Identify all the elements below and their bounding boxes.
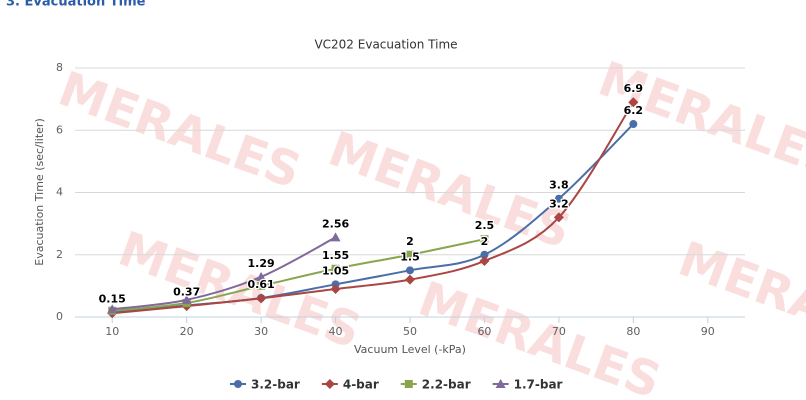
x-tick-label: 20 (180, 325, 194, 338)
marker (479, 255, 490, 266)
marker (107, 304, 118, 314)
legend-label: 4-bar (343, 378, 379, 392)
x-tick-label: 50 (403, 325, 417, 338)
y-tick-label: 4 (56, 186, 63, 199)
y-tick-label: 2 (56, 248, 63, 261)
marker (324, 379, 335, 389)
watermark: MERALES (321, 121, 578, 260)
data-label: 0.15 (99, 292, 126, 305)
data-label: 6.9 (624, 82, 644, 95)
data-label: 3.2 (549, 197, 569, 210)
marker (234, 380, 242, 388)
marker (256, 293, 267, 304)
y-tick-label: 8 (56, 61, 63, 74)
chart-title: VC202 Evacuation Time (314, 38, 457, 52)
data-label: 2.56 (322, 217, 349, 230)
x-tick-label: 40 (329, 325, 343, 338)
data-label: 1.5 (400, 250, 420, 263)
data-label: 6.2 (624, 104, 644, 117)
y-tick-label: 6 (56, 123, 63, 136)
data-label: 1.29 (248, 257, 275, 270)
data-label: 1.55 (322, 249, 349, 262)
x-tick-label: 30 (254, 325, 268, 338)
marker (404, 380, 413, 388)
marker (480, 250, 489, 259)
x-tick-label: 90 (701, 325, 715, 338)
marker (553, 212, 564, 223)
x-tick-label: 70 (552, 325, 566, 338)
marker (256, 271, 267, 281)
marker (406, 250, 414, 259)
marker (406, 266, 414, 275)
x-tick-label: 10 (105, 325, 119, 338)
header: 3. Evacuation Time (6, 0, 146, 10)
marker (554, 194, 563, 203)
data-label: 0.61 (248, 278, 275, 291)
marker (628, 97, 639, 108)
legend-label: 1.7-bar (514, 378, 563, 392)
marker (257, 281, 266, 290)
marker (480, 235, 489, 244)
marker (181, 294, 192, 304)
data-label: 2.5 (475, 219, 495, 232)
marker (331, 264, 340, 273)
x-tick-label: 80 (626, 325, 640, 338)
data-label: 2 (481, 235, 489, 248)
marker (405, 274, 415, 285)
legend-label: 3.2-bar (251, 378, 300, 392)
data-label: 1.05 (322, 264, 349, 277)
marker (629, 120, 638, 129)
data-label: 2 (406, 235, 414, 248)
x-axis-label: Vacuum Level (-kPa) (354, 343, 466, 356)
series-line (112, 238, 485, 312)
watermark: MERALES (671, 231, 806, 370)
watermark: MERALES (591, 51, 806, 190)
marker (330, 232, 341, 242)
data-label: 0.37 (173, 285, 200, 298)
y-axis-label: Evacuation Time (sec/liter) (33, 118, 46, 266)
data-label: 3.8 (549, 179, 569, 192)
y-tick-label: 0 (56, 310, 63, 323)
x-tick-label: 60 (477, 325, 491, 338)
series-line (112, 236, 337, 311)
marker (330, 283, 341, 294)
marker (495, 379, 506, 388)
legend-label: 2.2-bar (422, 378, 471, 392)
